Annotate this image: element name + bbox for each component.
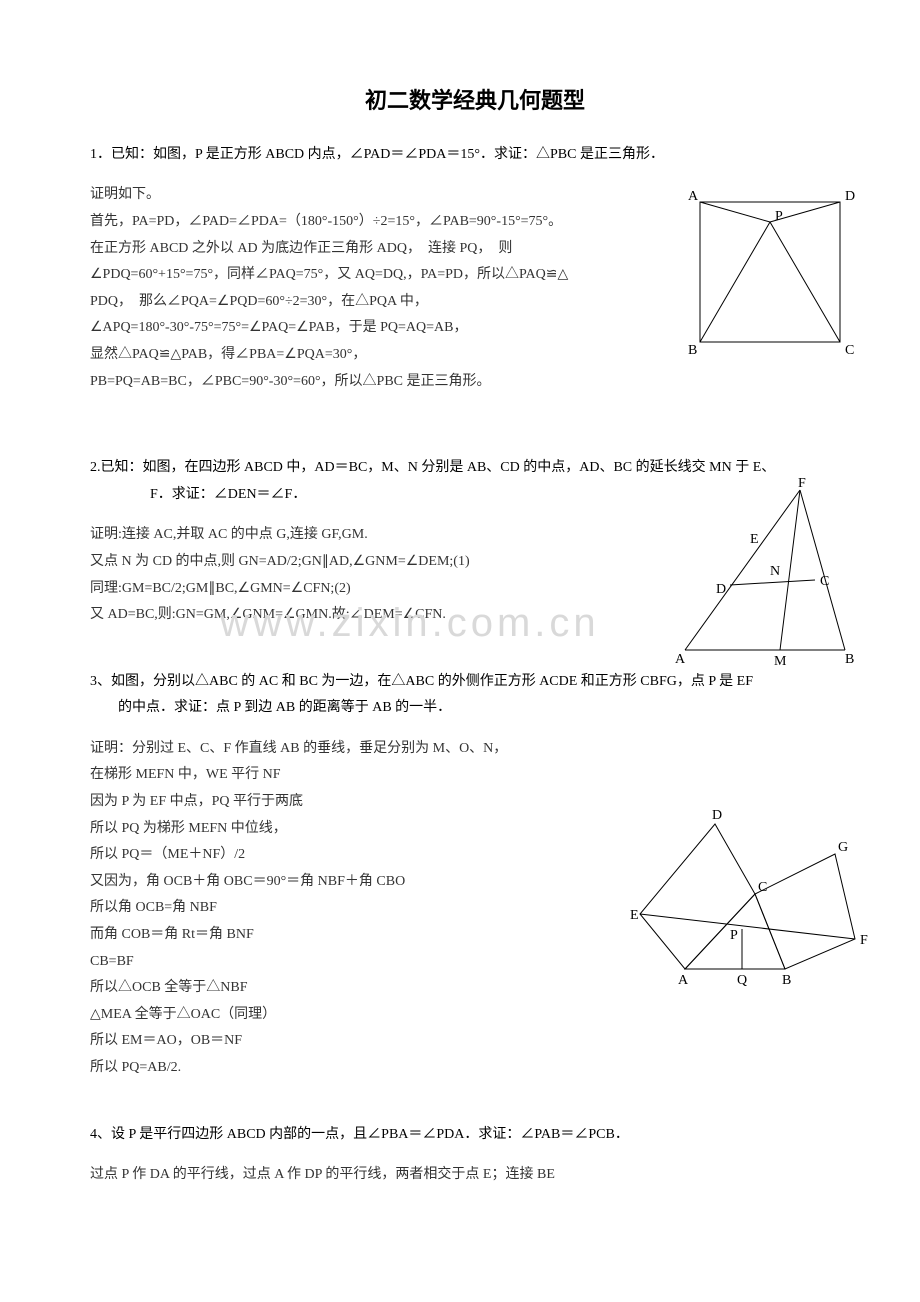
svg-text:A: A — [688, 189, 699, 204]
proof-line: 又因为，角 OCB＋角 OBC＝90°＝角 NBF＋角 CBO — [90, 869, 590, 896]
svg-text:D: D — [712, 808, 722, 823]
svg-text:A: A — [678, 973, 689, 988]
problem-text: 已知：如图，在四边形 ABCD 中，AD＝BC，M、N 分别是 AB、CD 的中… — [101, 460, 776, 475]
proof-line: ∠APQ=180°-30°-75°=75°=∠PAQ=∠PAB，于是 PQ=AQ… — [90, 315, 650, 342]
svg-text:A: A — [675, 652, 686, 667]
proof-line: ∠PDQ=60°+15°=75°，同样∠PAQ=75°，又 AQ=DQ,，PA=… — [90, 262, 650, 289]
proof-block: 过点 P 作 DA 的平行线，过点 A 作 DP 的平行线，两者相交于点 E；连… — [90, 1162, 860, 1189]
proof-line: 在梯形 MEFN 中，WE 平行 NF — [90, 762, 590, 789]
problem-text-cont: 的中点．求证：点 P 到边 AB 的距离等于 AB 的一半． — [90, 695, 860, 722]
proof-line: PB=PQ=AB=BC，∠PBC=90°-30°=60°，所以△PBC 是正三角… — [90, 369, 650, 396]
proof-line: 所以△OCB 全等于△NBF — [90, 975, 590, 1002]
svg-text:E: E — [750, 532, 759, 547]
proof-line: 所以 PQ=AB/2. — [90, 1055, 590, 1082]
proof-line: △MEA 全等于△OAC（同理） — [90, 1002, 590, 1029]
geometry-icon: A B M D C N E F — [670, 475, 870, 675]
problem-number: 1． — [90, 147, 111, 162]
svg-text:D: D — [716, 582, 726, 597]
proof-line: 而角 COB＝角 Rt＝角 BNF — [90, 922, 590, 949]
proof-line: 过点 P 作 DA 的平行线，过点 A 作 DP 的平行线，两者相交于点 E；连… — [90, 1162, 860, 1189]
svg-text:C: C — [845, 343, 854, 358]
svg-text:B: B — [688, 343, 697, 358]
problem-stem: 1．已知：如图，P 是正方形 ABCD 内点，∠PAD＝∠PDA＝15°．求证：… — [90, 142, 860, 169]
problem-number: 4、 — [90, 1127, 111, 1142]
svg-text:F: F — [860, 933, 868, 948]
proof-line: 所以 PQ 为梯形 MEFN 中位线， — [90, 816, 590, 843]
problem-1: 1．已知：如图，P 是正方形 ABCD 内点，∠PAD＝∠PDA＝15°．求证：… — [90, 142, 860, 395]
svg-text:F: F — [798, 476, 806, 491]
svg-text:B: B — [845, 652, 854, 667]
proof-line: 证明如下。 — [90, 182, 650, 209]
geometry-icon: A D B C P — [680, 182, 870, 367]
problem-text: 已知：如图，P 是正方形 ABCD 内点，∠PAD＝∠PDA＝15°．求证：△P… — [111, 147, 664, 162]
problem-stem: 3、如图，分别以△ABC 的 AC 和 BC 为一边，在△ABC 的外侧作正方形… — [90, 669, 860, 722]
proof-line: 又 AD=BC,则:GN=GM,∠GNM=∠GMN.故:∠DEM=∠CFN. — [90, 602, 630, 629]
svg-text:Q: Q — [737, 973, 747, 988]
svg-text:E: E — [630, 908, 639, 923]
svg-text:C: C — [758, 880, 767, 895]
page-title: 初二数学经典几何题型 — [90, 80, 860, 122]
proof-block: 证明如下。 首先，PA=PD，∠PAD=∠PDA=（180°-150°）÷2=1… — [90, 182, 650, 395]
figure-2: A B M D C N E F — [670, 475, 870, 686]
svg-text:G: G — [838, 840, 848, 855]
figure-3: A B Q C P E D G F — [630, 799, 880, 1010]
proof-block: 证明:连接 AC,并取 AC 的中点 G,连接 GF,GM. 又点 N 为 CD… — [90, 522, 630, 628]
geometry-icon: A B Q C P E D G F — [630, 799, 880, 999]
proof-line: 证明:连接 AC,并取 AC 的中点 G,连接 GF,GM. — [90, 522, 630, 549]
problem-text: 设 P 是平行四边形 ABCD 内部的一点，且∠PBA＝∠PDA．求证：∠PAB… — [111, 1127, 629, 1142]
problem-text: 如图，分别以△ABC 的 AC 和 BC 为一边，在△ABC 的外侧作正方形 A… — [111, 674, 753, 689]
problem-number: 3、 — [90, 674, 111, 689]
proof-line: 在正方形 ABCD 之外以 AD 为底边作正三角形 ADQ， 连接 PQ， 则 — [90, 236, 650, 263]
proof-line: 所以角 OCB=角 NBF — [90, 895, 590, 922]
problem-number: 2. — [90, 460, 101, 475]
proof-line: 又点 N 为 CD 的中点,则 GN=AD/2;GN∥AD,∠GNM=∠DEM;… — [90, 549, 630, 576]
proof-line: 所以 PQ＝（ME＋NF）/2 — [90, 842, 590, 869]
proof-line: CB=BF — [90, 949, 590, 976]
problem-stem: 4、设 P 是平行四边形 ABCD 内部的一点，且∠PBA＝∠PDA．求证：∠P… — [90, 1122, 860, 1149]
svg-text:N: N — [770, 564, 780, 579]
svg-text:P: P — [775, 209, 783, 224]
proof-block: 证明：分别过 E、C、F 作直线 AB 的垂线，垂足分别为 M、O、N， 在梯形… — [90, 736, 590, 1082]
proof-line: 因为 P 为 EF 中点，PQ 平行于两底 — [90, 789, 590, 816]
proof-line: 同理:GM=BC/2;GM∥BC,∠GMN=∠CFN;(2) — [90, 576, 630, 603]
proof-line: 证明：分别过 E、C、F 作直线 AB 的垂线，垂足分别为 M、O、N， — [90, 736, 590, 763]
figure-1: A D B C P — [680, 182, 870, 378]
problem-4: 4、设 P 是平行四边形 ABCD 内部的一点，且∠PBA＝∠PDA．求证：∠P… — [90, 1122, 860, 1189]
svg-text:P: P — [730, 928, 738, 943]
svg-text:B: B — [782, 973, 791, 988]
problem-3: 3、如图，分别以△ABC 的 AC 和 BC 为一边，在△ABC 的外侧作正方形… — [90, 669, 860, 1082]
svg-text:M: M — [774, 654, 787, 669]
problem-2: 2.已知：如图，在四边形 ABCD 中，AD＝BC，M、N 分别是 AB、CD … — [90, 455, 860, 629]
proof-line: PDQ， 那么∠PQA=∠PQD=60°÷2=30°，在△PQA 中， — [90, 289, 650, 316]
proof-line: 所以 EM＝AO，OB＝NF — [90, 1028, 590, 1055]
svg-text:C: C — [820, 574, 829, 589]
svg-text:D: D — [845, 189, 855, 204]
proof-line: 显然△PAQ≌△PAB，得∠PBA=∠PQA=30°， — [90, 342, 650, 369]
proof-line: 首先，PA=PD，∠PAD=∠PDA=（180°-150°）÷2=15°，∠PA… — [90, 209, 650, 236]
